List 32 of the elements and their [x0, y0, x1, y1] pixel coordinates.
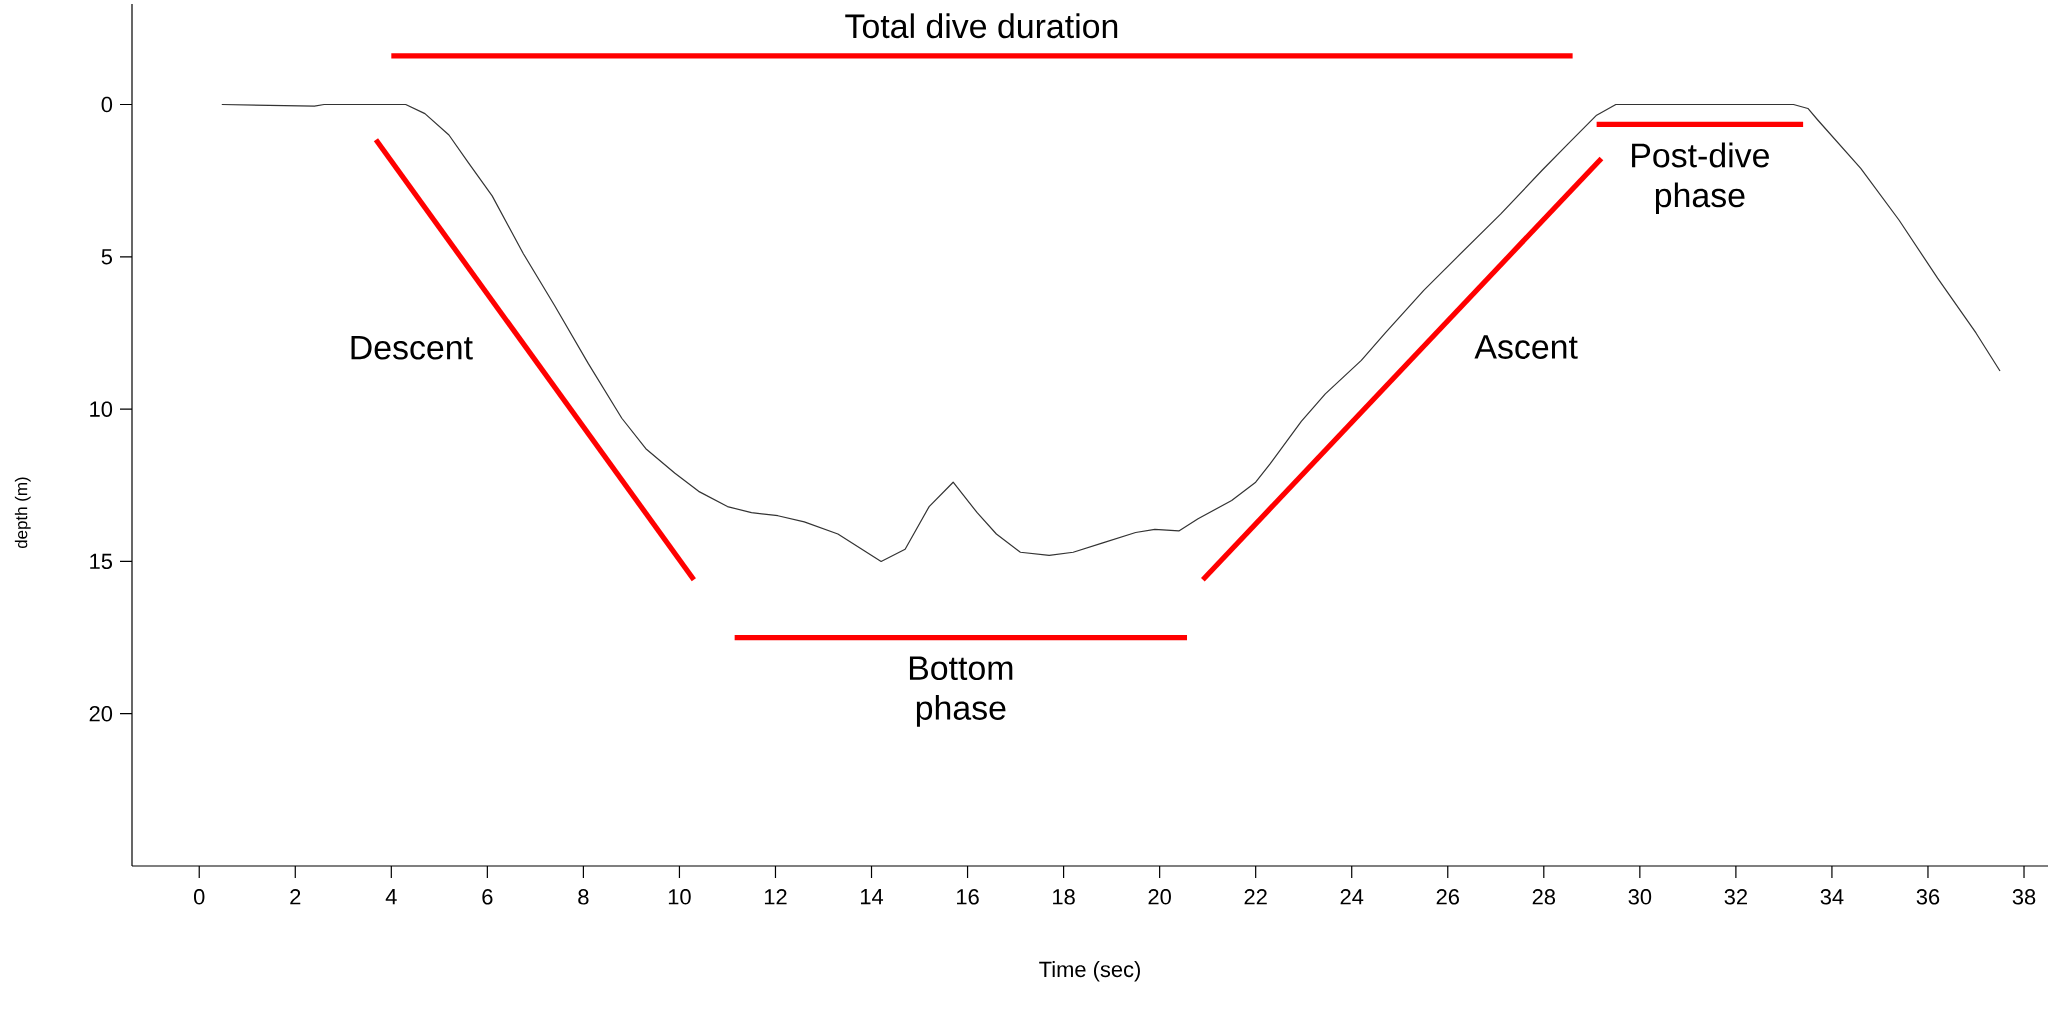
y-axis-title: depth (m) — [14, 477, 31, 549]
y-tick-label: 5 — [101, 249, 113, 265]
x-axis-title: Time (sec) — [1039, 961, 1140, 982]
x-tick-label: 12 — [764, 889, 787, 905]
x-tick-label: 26 — [1436, 889, 1459, 905]
x-tick-label: 24 — [1340, 889, 1364, 905]
y-tick-label: 0 — [101, 96, 113, 113]
annotation: Post-dive phase — [1632, 142, 1769, 215]
x-tick-label: 32 — [1724, 889, 1747, 905]
annotation: Bottom phase — [909, 656, 1013, 727]
x-tick-label: 2 — [290, 889, 301, 905]
x-tick-label: 30 — [1628, 889, 1652, 905]
x-tick-label: 38 — [2012, 889, 2036, 905]
x-tick-label: 20 — [1148, 889, 1171, 905]
x-tick-label: 18 — [1053, 889, 1075, 905]
x-tick-label: 8 — [578, 889, 589, 905]
x-tick-label: 34 — [1820, 889, 1844, 905]
x-tick-label: 10 — [668, 889, 691, 905]
x-tick-label: 16 — [957, 889, 979, 905]
x-tick-label: 28 — [1532, 889, 1556, 905]
x-tick-label: 22 — [1244, 889, 1267, 905]
y-tick-label: 15 — [90, 553, 113, 570]
x-tick-label: 6 — [482, 889, 493, 905]
x-tick-label: 4 — [385, 889, 397, 905]
y-tick-label: 10 — [90, 401, 113, 417]
annotation: Total dive duration — [845, 13, 1118, 39]
annotation: Ascent — [1474, 335, 1578, 359]
annotation: Descent — [351, 335, 473, 360]
x-tick-label: 36 — [1916, 889, 1940, 905]
x-tick-label: 0 — [193, 889, 205, 905]
y-tick-label: 20 — [89, 705, 113, 722]
x-tick-label: 14 — [860, 889, 884, 905]
